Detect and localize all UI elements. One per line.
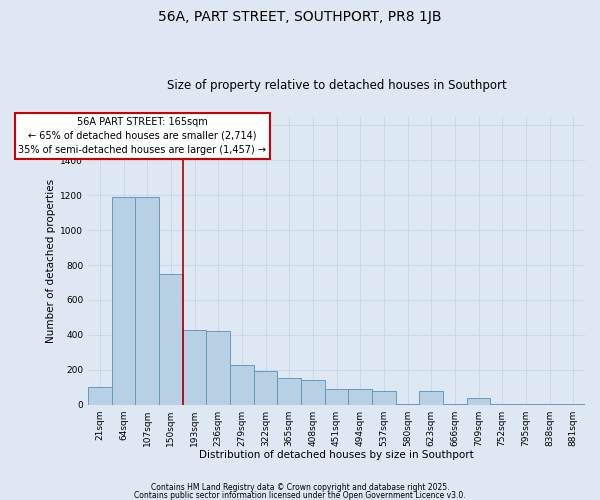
X-axis label: Distribution of detached houses by size in Southport: Distribution of detached houses by size … xyxy=(199,450,474,460)
Bar xyxy=(183,330,206,404)
Text: Contains public sector information licensed under the Open Government Licence v3: Contains public sector information licen… xyxy=(134,490,466,500)
Text: 56A, PART STREET, SOUTHPORT, PR8 1JB: 56A, PART STREET, SOUTHPORT, PR8 1JB xyxy=(158,10,442,24)
Bar xyxy=(301,380,325,404)
Text: Contains HM Land Registry data © Crown copyright and database right 2025.: Contains HM Land Registry data © Crown c… xyxy=(151,484,449,492)
Bar xyxy=(112,197,136,404)
Bar xyxy=(325,389,349,404)
Bar xyxy=(349,389,372,404)
Bar xyxy=(254,370,277,404)
Bar xyxy=(419,390,443,404)
Bar xyxy=(230,366,254,405)
Bar xyxy=(206,332,230,404)
Bar xyxy=(467,398,490,404)
Y-axis label: Number of detached properties: Number of detached properties xyxy=(46,178,56,342)
Title: Size of property relative to detached houses in Southport: Size of property relative to detached ho… xyxy=(167,79,506,92)
Bar xyxy=(88,387,112,404)
Bar xyxy=(372,390,395,404)
Bar xyxy=(159,274,183,404)
Text: 56A PART STREET: 165sqm
← 65% of detached houses are smaller (2,714)
35% of semi: 56A PART STREET: 165sqm ← 65% of detache… xyxy=(19,117,266,155)
Bar xyxy=(277,378,301,404)
Bar xyxy=(136,197,159,404)
